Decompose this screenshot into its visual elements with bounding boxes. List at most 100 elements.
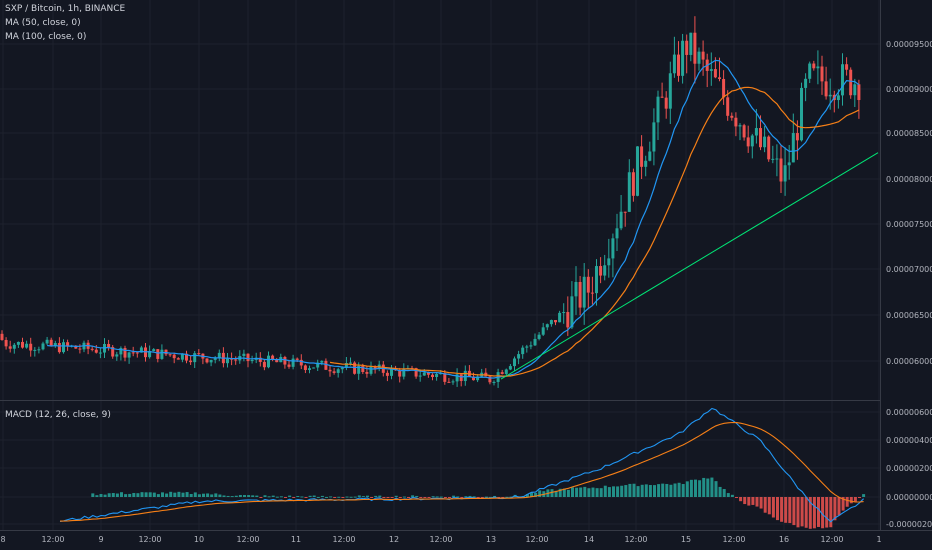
macd-legend[interactable]: MACD (12, 26, close, 9) — [5, 410, 111, 420]
time-tick-label: 12:00 — [624, 535, 647, 544]
macd-histogram-bar — [124, 494, 128, 497]
macd-histogram-bar — [497, 497, 501, 498]
macd-histogram-bar — [193, 492, 197, 497]
candle — [636, 146, 639, 196]
macd-histogram-bar — [698, 480, 702, 497]
macd-histogram-bar — [111, 493, 115, 497]
candle — [668, 73, 672, 109]
candle — [582, 276, 586, 308]
candle — [734, 117, 738, 127]
macd-histogram-bar — [530, 492, 533, 497]
price-axis[interactable]: 0.00009500 0.00009000 0.00008500 0.00008000… — [886, 40, 932, 366]
macd-histogram-bar — [726, 493, 730, 497]
candle — [115, 354, 119, 357]
main-pane[interactable] — [0, 16, 879, 388]
symbol-title[interactable]: SXP / Bitcoin, 1h, BINANCE — [5, 4, 126, 14]
macd-histogram-bar — [382, 497, 386, 498]
macd-histogram-bar — [202, 493, 205, 497]
candle — [513, 358, 516, 367]
macd-histogram-bar — [206, 493, 210, 497]
candle — [8, 346, 12, 349]
macd-histogram-bar — [316, 496, 320, 498]
macd-histogram-bar — [333, 497, 337, 498]
candle — [574, 281, 578, 297]
macd-histogram-bar — [767, 497, 771, 515]
macd-histogram-bar — [181, 492, 185, 497]
candle — [693, 32, 697, 64]
candle — [160, 349, 164, 359]
time-tick-label: 1 — [876, 535, 881, 544]
macd-histogram-bar — [144, 492, 148, 497]
macd-tick-label: 0.00000200 — [886, 464, 932, 473]
candle — [344, 362, 348, 368]
candle — [791, 133, 795, 163]
price-tick-label: 0.00008500 — [886, 129, 932, 138]
macd-histogram-bar — [853, 497, 857, 502]
macd-tick-label: 0.00000000 — [886, 493, 932, 502]
macd-histogram-bar — [620, 485, 624, 497]
macd-histogram-bar — [95, 495, 99, 497]
candle — [631, 172, 635, 196]
macd-histogram-bar — [132, 492, 136, 497]
candle — [845, 64, 849, 70]
candle — [373, 366, 377, 370]
macd-histogram-bar — [763, 497, 767, 513]
macd-histogram-bar — [349, 496, 353, 498]
macd-histogram-bar — [99, 494, 103, 497]
macd-histogram-bar — [681, 484, 685, 497]
macd-histogram-bar — [427, 497, 431, 498]
candle — [53, 343, 57, 346]
macd-histogram-bar — [845, 497, 849, 507]
macd-histogram-bar — [575, 487, 579, 497]
macd-histogram-bar — [632, 483, 636, 497]
macd-histogram-bar — [120, 492, 123, 497]
time-tick-label: 12 — [389, 535, 399, 544]
candle — [504, 369, 508, 374]
candle — [439, 373, 443, 375]
candle — [681, 40, 685, 76]
macd-histogram-bar — [374, 495, 378, 497]
candle — [74, 345, 78, 349]
candle — [562, 312, 566, 314]
time-tick-label: 8 — [0, 535, 5, 544]
time-axis[interactable]: 8 12:00 9 12:00 10 12:00 11 12:00 12 12:00 13 12:00… — [0, 535, 881, 544]
time-tick-label: 14 — [584, 535, 594, 544]
ma100-legend[interactable]: MA (100, close, 0) — [5, 32, 87, 42]
candle — [262, 361, 266, 368]
macd-histogram-bar — [579, 487, 583, 497]
macd-histogram-bar — [279, 496, 283, 498]
candle — [176, 358, 180, 360]
macd-histogram-bar — [476, 497, 480, 498]
candle — [435, 374, 439, 378]
candle — [12, 344, 16, 349]
macd-histogram-bar — [669, 484, 673, 497]
candle — [57, 343, 61, 353]
macd-histogram-bar — [812, 497, 816, 529]
candle — [570, 296, 574, 328]
macd-histogram-bar — [300, 496, 304, 498]
macd-histogram-bar — [665, 483, 669, 497]
candle — [816, 66, 820, 69]
time-tick-label: 10 — [194, 535, 204, 544]
macd-histogram-bar — [599, 488, 603, 497]
candle — [308, 368, 311, 370]
candle — [422, 372, 426, 376]
ma50-legend[interactable]: MA (50, close, 0) — [5, 18, 81, 28]
macd-histogram-bar — [460, 497, 464, 498]
macd-histogram-bar — [423, 497, 427, 498]
macd-histogram-bar — [115, 493, 119, 497]
candle — [33, 349, 37, 351]
macd-axis[interactable]: 0.00000600 0.00000400 0.00000200 0.00000000… — [886, 408, 932, 529]
candle — [226, 358, 229, 364]
candle — [533, 338, 537, 346]
macd-histogram-bar — [505, 496, 509, 498]
macd-histogram-bar — [308, 495, 312, 497]
macd-pane[interactable] — [59, 407, 866, 529]
macd-histogram-bar — [714, 481, 718, 497]
candle — [697, 51, 701, 64]
price-tick-label: 0.00006500 — [886, 311, 932, 320]
candle — [271, 355, 275, 360]
macd-histogram-bar — [325, 496, 328, 498]
candle — [29, 343, 33, 351]
